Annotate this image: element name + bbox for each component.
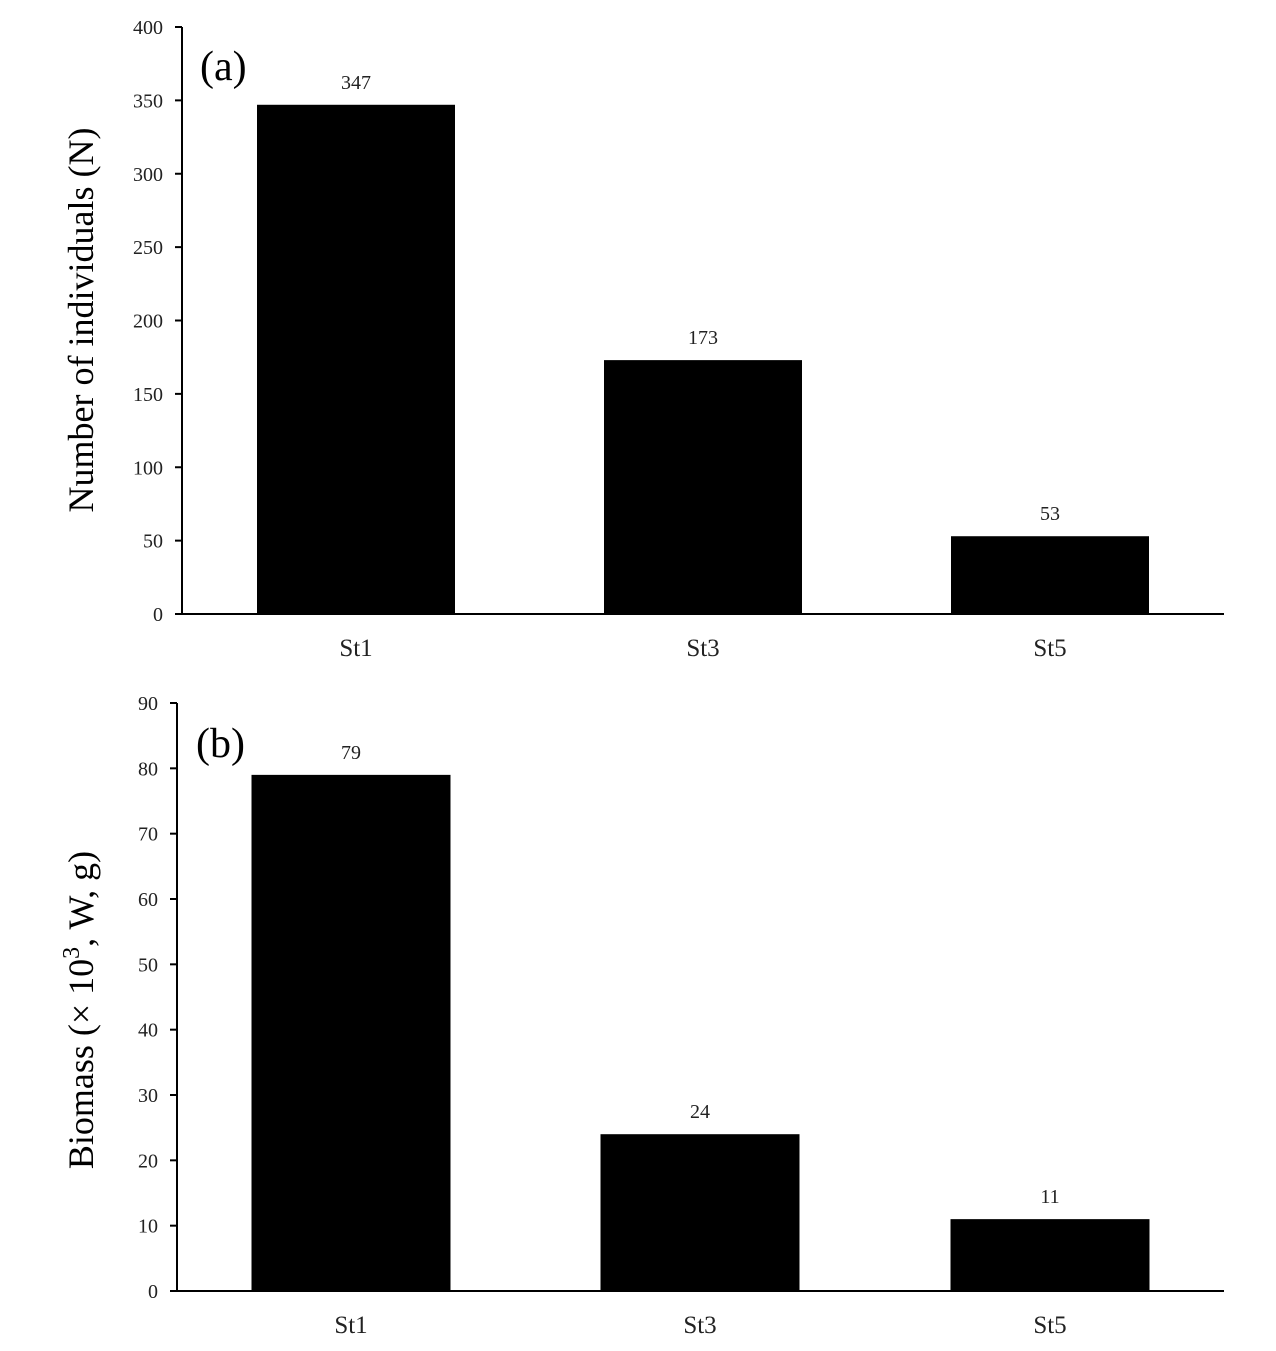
y-axis-label-prefix: Biomass (× 10	[61, 959, 101, 1169]
panel-label: (a)	[200, 44, 247, 90]
bar-st5	[950, 1219, 1150, 1291]
bar-st5	[951, 536, 1149, 614]
bar-st1	[257, 104, 455, 614]
y-ticks: 0 50 100 150 200 250 300 350 400	[133, 17, 182, 626]
x-tick-label: St1	[334, 1312, 367, 1339]
y-tick-label: 90	[138, 693, 158, 715]
y-tick-label: 60	[138, 889, 158, 911]
y-tick-label: 50	[138, 954, 158, 976]
y-tick-label: 10	[138, 1216, 158, 1238]
data-label: 11	[1040, 1186, 1059, 1208]
y-tick-label: 20	[138, 1150, 158, 1172]
y-tick-label: 30	[138, 1085, 158, 1107]
data-labels: 347 173 53	[341, 72, 1060, 525]
panel-a: (a) Number of individuals (N) 0 50 100 150 2…	[61, 17, 1224, 662]
data-labels: 79 24 11	[341, 742, 1060, 1208]
x-tick-label: St3	[683, 1312, 716, 1339]
y-tick-label: 50	[143, 531, 163, 553]
category-labels: St1 St3 St5	[334, 1312, 1066, 1339]
panel-label: (b)	[196, 721, 245, 767]
data-label: 347	[341, 72, 371, 94]
y-ticks: 0 10 20 30 40 50 60 70 80 90	[138, 693, 177, 1303]
bars	[251, 774, 1150, 1291]
data-label: 79	[341, 742, 361, 764]
bar-st3	[600, 1134, 800, 1291]
x-tick-label: St5	[1033, 635, 1066, 662]
y-tick-label: 250	[133, 237, 163, 259]
y-axis-label: Biomass (× 103, W, g)	[59, 851, 101, 1169]
y-axis-label-superscript: 3	[59, 947, 85, 959]
y-tick-label: 40	[138, 1020, 158, 1042]
panel-b: (b) Biomass (× 103, W, g) 0 10 20 30 40 50 60 7…	[59, 693, 1224, 1339]
y-tick-label: 150	[133, 384, 163, 406]
bar-st3	[604, 360, 802, 614]
y-tick-label: 300	[133, 164, 163, 186]
bars	[257, 104, 1149, 614]
y-axis-label: Number of individuals (N)	[61, 128, 101, 513]
data-label: 24	[690, 1101, 710, 1123]
x-tick-label: St3	[686, 635, 719, 662]
y-axis-label-suffix: , W, g)	[61, 851, 101, 947]
y-tick-label: 400	[133, 17, 163, 39]
y-tick-label: 0	[148, 1281, 158, 1303]
data-label: 53	[1040, 503, 1060, 525]
x-tick-label: St1	[339, 635, 372, 662]
x-tick-label: St5	[1033, 1312, 1066, 1339]
data-label: 173	[688, 327, 718, 349]
y-tick-label: 100	[133, 457, 163, 479]
y-tick-label: 200	[133, 311, 163, 333]
bar-st1	[251, 774, 451, 1291]
y-tick-label: 70	[138, 824, 158, 846]
y-tick-label: 0	[153, 604, 163, 626]
y-tick-label: 80	[138, 758, 158, 780]
category-labels: St1 St3 St5	[339, 635, 1066, 662]
y-tick-label: 350	[133, 90, 163, 112]
